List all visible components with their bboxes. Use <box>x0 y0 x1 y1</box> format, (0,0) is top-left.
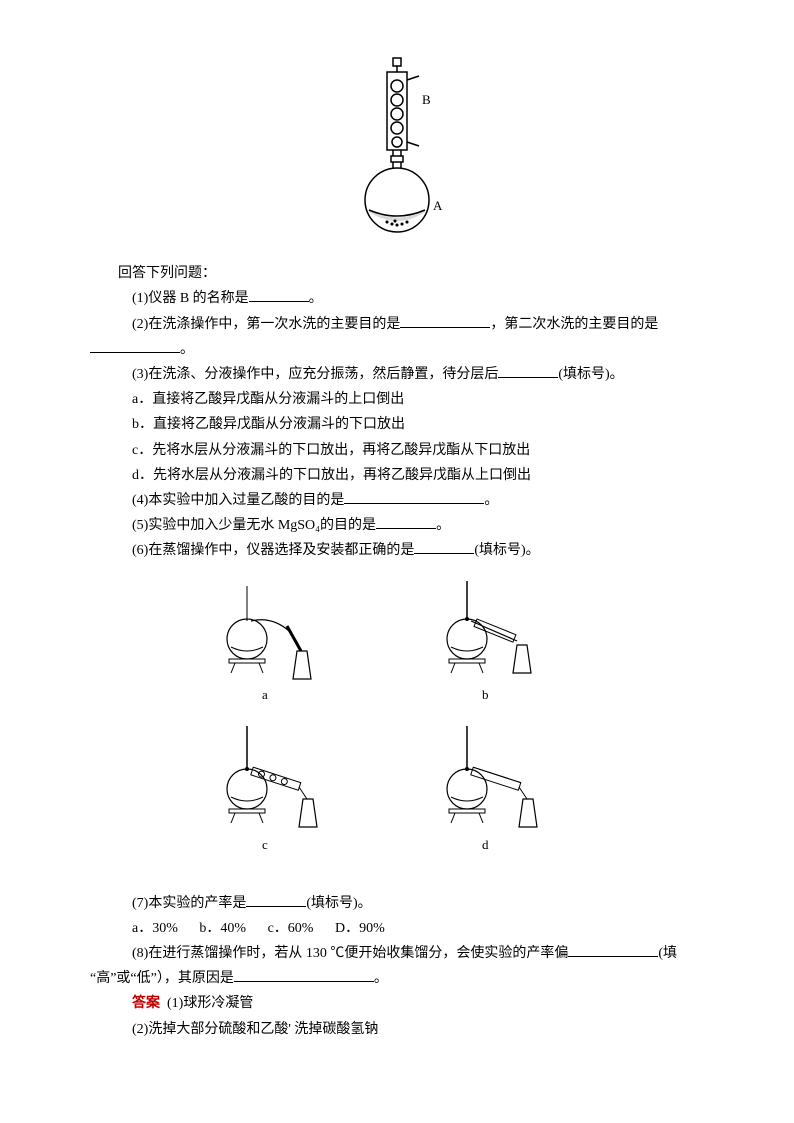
intro-text: 回答下列问题： <box>90 261 704 286</box>
distill-svg: a b <box>177 571 617 871</box>
answer-label: 答案 <box>132 996 160 1011</box>
svg-text:c: c <box>262 837 268 852</box>
q8-a: (8)在进行蒸馏操作时，若从 130 ℃便开始收集馏分，会使实验的产率偏 <box>132 946 568 961</box>
question-content: 回答下列问题： (1)仪器 B 的名称是。 (2)在洗涤操作中，第一次水洗的主要… <box>90 261 704 1042</box>
label-B: B <box>422 92 431 107</box>
q8-line1: (8)在进行蒸馏操作时，若从 130 ℃便开始收集馏分，会使实验的产率偏 (填 <box>90 941 704 966</box>
q4-b: 。 <box>484 493 498 508</box>
q6-line: (6)在蒸馏操作中，仪器选择及安装都正确的是 (填标号)。 <box>90 538 704 563</box>
q4-blank <box>344 490 484 504</box>
q7-options: a．30% b．40% c．60% D．90% <box>90 916 704 941</box>
q7-line: (7)本实验的产率是 (填标号)。 <box>90 891 704 916</box>
q3-b: (填标号)。 <box>558 367 623 382</box>
q8-blank2 <box>234 968 374 982</box>
q7-blank <box>246 893 306 907</box>
q8-line2: “高”或“低”），其原因是 。 <box>90 966 704 991</box>
q3-opt-b: b．直接将乙酸异戊酯从分液漏斗的下口放出 <box>90 412 704 437</box>
distillation-grid: a b <box>90 571 704 880</box>
q4-line: (4)本实验中加入过量乙酸的目的是 。 <box>90 488 704 513</box>
q2-line1: (2)在洗涤操作中，第一次水洗的主要目的是 ，第二次水洗的主要目的是 <box>90 312 704 337</box>
q3-blank <box>498 364 558 378</box>
svg-text:b: b <box>482 687 489 702</box>
q7-opt-a: a．30% <box>132 921 178 936</box>
q5-line: (5)实验中加入少量无水 MgSO₄的目的是 。 <box>90 513 704 538</box>
q5-a: (5)实验中加入少量无水 MgSO₄的目的是 <box>132 518 376 533</box>
ans1-text: (1)球形冷凝管 <box>167 996 253 1011</box>
q2-c: 。 <box>180 342 194 357</box>
q7-b: (填标号)。 <box>306 896 371 911</box>
q3-opt-c: c．先将水层从分液漏斗的下口放出，再将乙酸异戊酯从下口放出 <box>90 438 704 463</box>
q2-b: ，第二次水洗的主要目的是 <box>490 317 658 332</box>
q5-b: 。 <box>436 518 450 533</box>
svg-text:a: a <box>262 687 268 702</box>
q3-a: (3)在洗涤、分液操作中，应充分振荡，然后静置，待分层后 <box>132 367 498 382</box>
q7-opt-b: b．40% <box>199 921 246 936</box>
q8-b: (填 <box>658 946 677 961</box>
q7-opt-c: c．60% <box>268 921 314 936</box>
q1-a: (1)仪器 B 的名称是 <box>132 291 249 306</box>
q1-b: 。 <box>309 291 323 306</box>
answer-line1: 答案 (1)球形冷凝管 <box>90 991 704 1016</box>
reflux-apparatus-figure: B A <box>90 50 704 249</box>
q3-opt-a: a．直接将乙酸异戊酯从分液漏斗的上口倒出 <box>90 387 704 412</box>
q7-opt-d: D．90% <box>335 921 385 936</box>
q8-c: “高”或“低”），其原因是 <box>90 971 234 986</box>
q2-line2: 。 <box>90 337 704 362</box>
q1-blank <box>249 288 309 302</box>
q8-d: 。 <box>374 971 388 986</box>
q6-a: (6)在蒸馏操作中，仪器选择及安装都正确的是 <box>132 543 414 558</box>
answer-line2: (2)洗掉大部分硫酸和乙酸' 洗掉碳酸氢钠 <box>90 1017 704 1042</box>
label-A: A <box>433 198 443 213</box>
q6-blank <box>414 540 474 554</box>
q6-b: (填标号)。 <box>474 543 539 558</box>
q2-blank2 <box>90 339 180 353</box>
q7-a: (7)本实验的产率是 <box>132 896 246 911</box>
q8-blank1 <box>568 943 658 957</box>
q2-blank1 <box>400 314 490 328</box>
q4-a: (4)本实验中加入过量乙酸的目的是 <box>132 493 344 508</box>
svg-text:d: d <box>482 837 489 852</box>
q5-blank <box>376 515 436 529</box>
q3-line: (3)在洗涤、分液操作中，应充分振荡，然后静置，待分层后 (填标号)。 <box>90 362 704 387</box>
reflux-svg: B A <box>327 50 467 240</box>
q2-a: (2)在洗涤操作中，第一次水洗的主要目的是 <box>132 317 400 332</box>
q1-line: (1)仪器 B 的名称是 。 <box>90 286 704 311</box>
q3-opt-d: d．先将水层从分液漏斗的下口放出，再将乙酸异戊酯从上口倒出 <box>90 463 704 488</box>
